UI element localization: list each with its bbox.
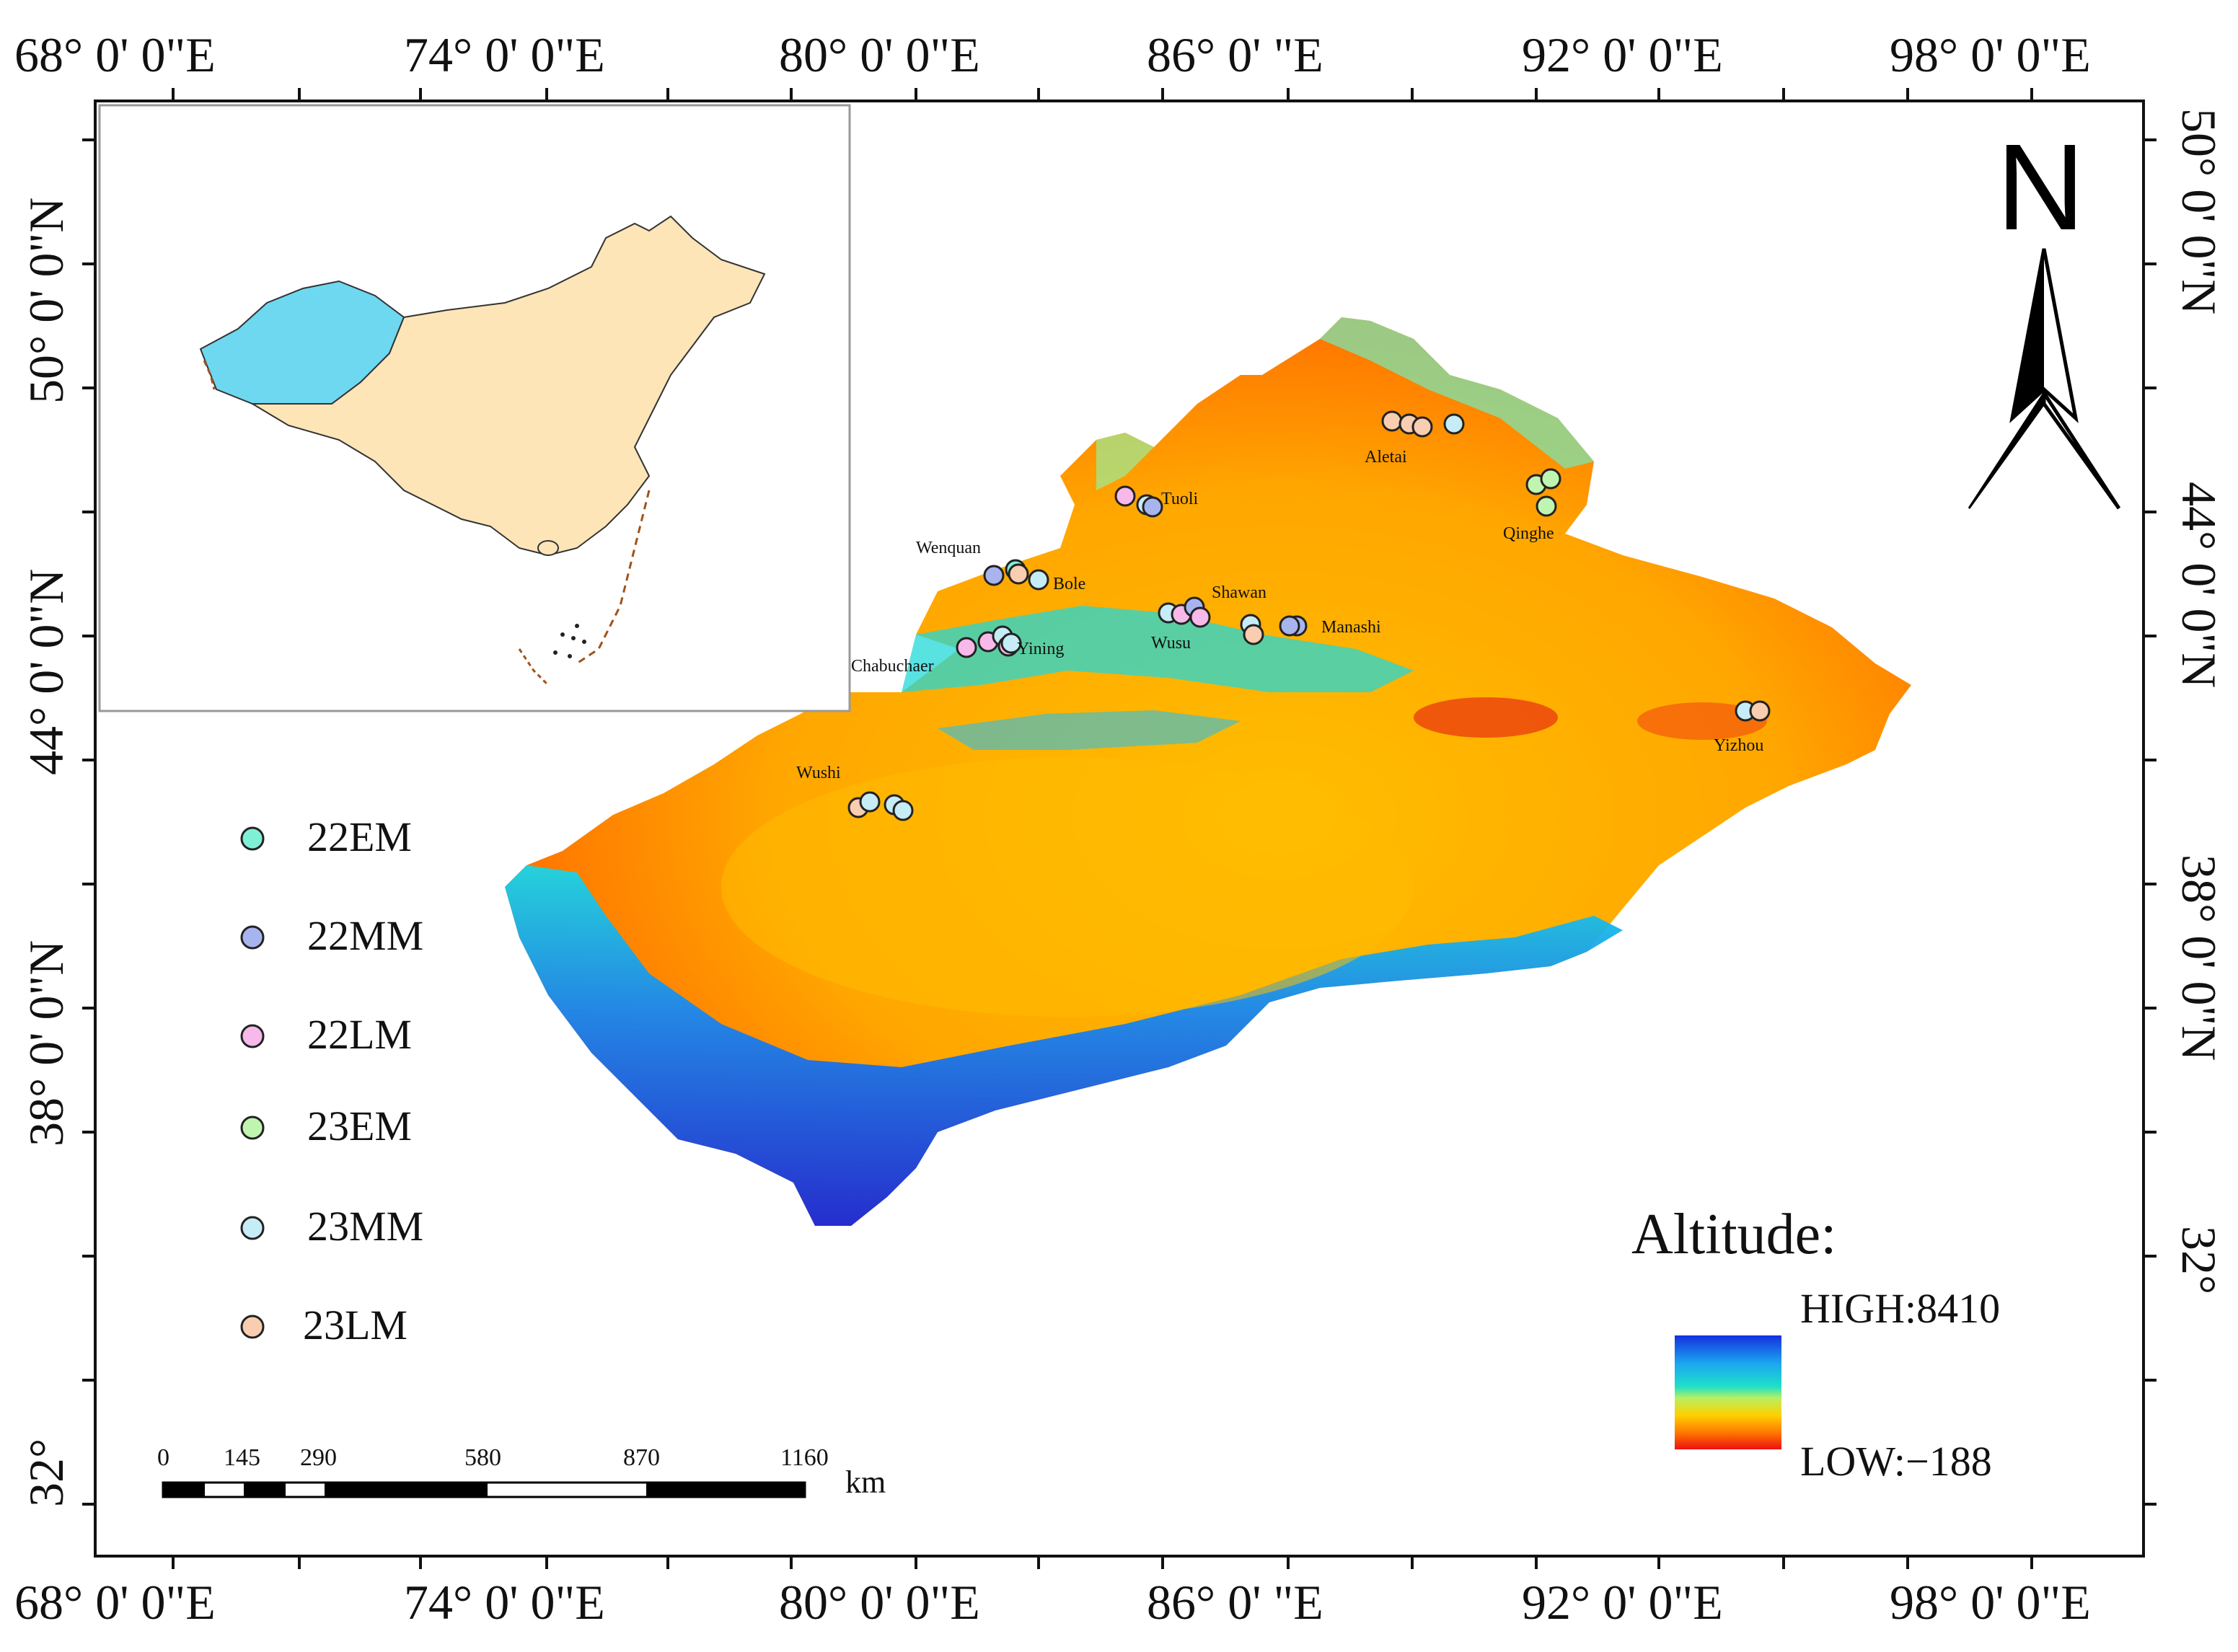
lon-label-bottom: 98° 0' 0"E: [1890, 1575, 2091, 1630]
lon-label-top: 68° 0' 0"E: [14, 27, 216, 82]
xinjiang-altitude-map: [505, 317, 1911, 1226]
site-marker: [1008, 563, 1029, 585]
site-marker: [1536, 495, 1557, 517]
scale-tick-label: 870: [623, 1444, 660, 1471]
scale-tick-label: 580: [464, 1444, 501, 1471]
scale-tick-label: 290: [300, 1444, 337, 1471]
scale-bar: [162, 1481, 806, 1498]
lon-label-top: 98° 0' 0"E: [1890, 27, 2091, 82]
lat-label-right: 50° 0' 0"N: [2172, 108, 2226, 315]
legend-marker: [240, 1315, 265, 1339]
legend-marker: [240, 1216, 265, 1240]
site-marker: [1279, 615, 1300, 637]
site-marker: [983, 565, 1005, 586]
site-marker: [956, 637, 977, 658]
lat-label-left: 32°: [19, 1438, 74, 1507]
legend-markers: [240, 826, 265, 1339]
scale-tick-label: 0: [157, 1444, 169, 1471]
china-mainland: [250, 215, 766, 557]
inset-china-map: [98, 104, 851, 712]
scale-tick-label: 1160: [780, 1444, 829, 1471]
site-marker: [1381, 410, 1403, 432]
site-label: Tuoli: [1161, 490, 1199, 508]
legend-label: 22EM: [307, 813, 412, 860]
legend-label: 22MM: [307, 912, 424, 959]
legend-marker: [240, 1116, 265, 1140]
site-marker: [1540, 468, 1561, 490]
site-label: Wusu: [1151, 634, 1191, 653]
graticule-ticks: [82, 88, 2157, 1569]
scale-unit: km: [845, 1465, 886, 1500]
lat-label-left: 38° 0' 0"N: [19, 940, 74, 1147]
lon-label-top: 74° 0' 0"E: [404, 27, 605, 82]
legend-label: 23EM: [307, 1103, 412, 1149]
north-label: N: [1996, 119, 2085, 256]
lat-label-left: 50° 0' 0"N: [19, 197, 74, 404]
lon-label-top: 80° 0' 0"E: [779, 27, 980, 82]
site-marker: [1243, 624, 1264, 645]
lat-label-right: 32°: [2172, 1226, 2226, 1295]
lon-label-bottom: 68° 0' 0"E: [14, 1575, 216, 1630]
site-label: Wenquan: [916, 539, 982, 557]
lon-label-bottom: 80° 0' 0"E: [779, 1575, 980, 1630]
site-marker: [1114, 485, 1136, 507]
lat-label-right: 38° 0' 0"N: [2172, 854, 2226, 1061]
site-label: Chabuchaer: [851, 657, 934, 676]
site-marker: [1000, 632, 1022, 654]
site-label: Yizhou: [1714, 736, 1764, 755]
sampling-sites: [847, 410, 1771, 821]
legend-label: 23MM: [307, 1203, 424, 1250]
site-label: Aletai: [1365, 448, 1407, 467]
lat-label-left: 44° 0' 0"N: [19, 568, 74, 775]
altitude-low-label: LOW:−188: [1800, 1438, 1992, 1485]
legend-marker: [240, 1024, 265, 1048]
site-marker: [1028, 569, 1049, 591]
lon-label-top: 92° 0' 0"E: [1522, 27, 1723, 82]
lon-label-bottom: 86° 0' "E: [1147, 1575, 1323, 1630]
site-marker: [1142, 496, 1163, 518]
site-marker: [859, 791, 881, 813]
site-label: Wushi: [796, 764, 841, 782]
site-label: Manashi: [1321, 618, 1381, 637]
legend-label: 22LM: [307, 1011, 412, 1058]
lon-label-bottom: 74° 0' 0"E: [404, 1575, 605, 1630]
site-marker: [1189, 606, 1211, 628]
site-label: Shawan: [1212, 583, 1266, 602]
site-marker: [1749, 700, 1771, 722]
site-marker: [1443, 413, 1465, 435]
site-marker: [892, 800, 914, 821]
site-marker: [1411, 416, 1433, 438]
lat-label-right: 44° 0' 0"N: [2172, 482, 2226, 689]
scale-tick-label: 145: [224, 1444, 260, 1471]
legend-marker: [240, 826, 265, 851]
legend-marker: [240, 925, 265, 950]
altitude-high-label: HIGH:8410: [1800, 1285, 2001, 1332]
site-label: Bole: [1053, 575, 1086, 593]
lon-label-top: 86° 0' "E: [1147, 27, 1323, 82]
lon-label-bottom: 92° 0' 0"E: [1522, 1575, 1723, 1630]
north-arrow-icon: [1968, 248, 2121, 510]
site-label: Yining: [1017, 640, 1065, 658]
altitude-title: Altitude:: [1631, 1203, 1837, 1266]
site-label: Qinghe: [1503, 524, 1554, 543]
legend-label: 23LM: [303, 1302, 407, 1348]
altitude-colorbar: [1675, 1335, 1781, 1449]
